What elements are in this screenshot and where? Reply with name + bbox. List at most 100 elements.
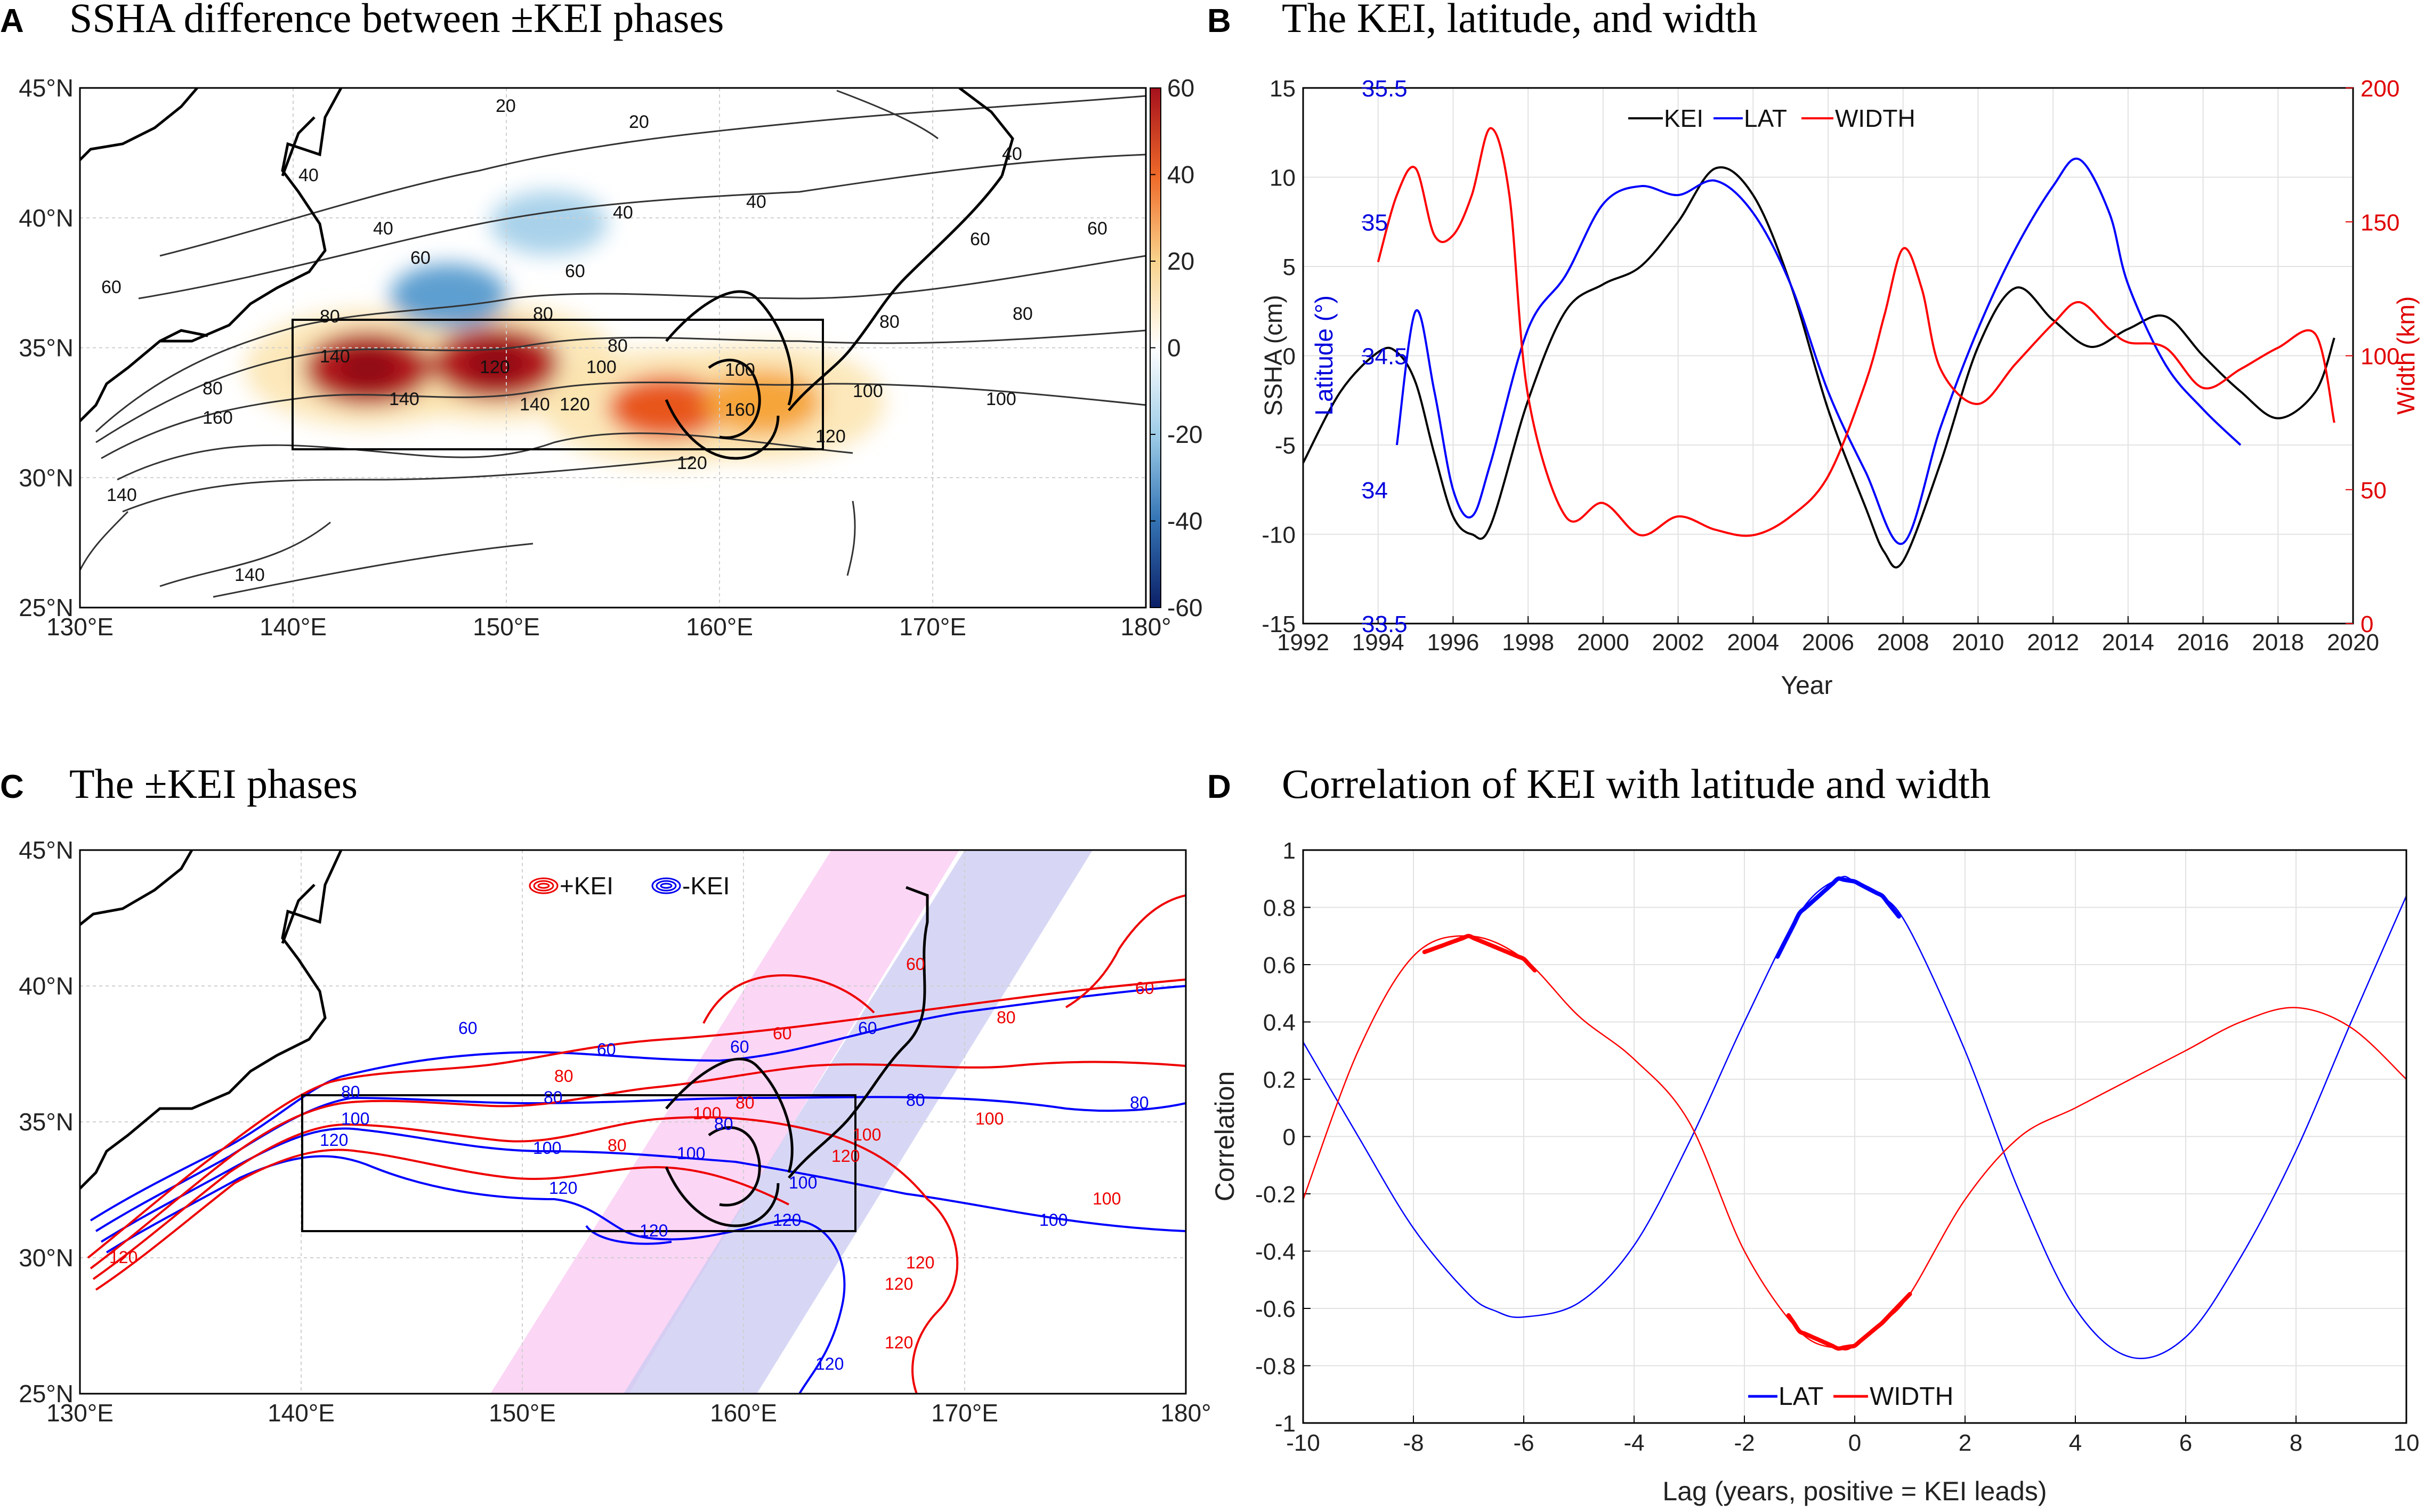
panel-b-ylabel-right: Width (km) xyxy=(2392,296,2420,415)
panel-c-frame xyxy=(79,849,1187,1395)
x-tick-label: 2018 xyxy=(2252,629,2304,656)
x-tick-label: 1996 xyxy=(1427,629,1479,656)
significant-segment-lat xyxy=(1775,876,1901,959)
contour-label: 60 xyxy=(565,261,585,281)
panel-a-study-box xyxy=(292,319,824,450)
colorbar-tick-label: 60 xyxy=(1167,74,1194,102)
panel-c-study-box xyxy=(301,1094,856,1232)
y-tick-label: 40°N xyxy=(19,972,74,1000)
contour-label: 100 xyxy=(853,381,883,401)
colorbar-tick-label: -40 xyxy=(1167,507,1202,535)
x-tick-label: -4 xyxy=(1623,1430,1644,1456)
significant-segment-width xyxy=(1786,1292,1912,1351)
positive-kei-contour-labels: 60 60 60 80 80 80 80 100 100 100 100 120… xyxy=(109,955,1154,1352)
contour-label: 60 xyxy=(410,248,431,268)
x-tick-label: 1992 xyxy=(1277,629,1329,656)
contour-label: 100 xyxy=(853,1125,881,1144)
contour-label: 80 xyxy=(997,1008,1016,1027)
contour-label: 140 xyxy=(320,346,350,367)
negative-kei-legend-icon xyxy=(651,877,681,894)
anomaly-blob xyxy=(490,191,608,255)
y-tick-label: -5 xyxy=(1275,433,1296,459)
panel-letter-c: C xyxy=(0,769,24,805)
x-tick-label: 2000 xyxy=(1577,629,1629,656)
panel-b-legend: KEI LAT WIDTH xyxy=(1628,104,1915,132)
colorbar-tick-label: 40 xyxy=(1167,161,1194,189)
contour-label: 100 xyxy=(789,1173,817,1192)
contour-label: 120 xyxy=(109,1248,138,1267)
y-tick-label: -1 xyxy=(1275,1411,1296,1437)
panel-a-ssh-contours xyxy=(80,90,1146,598)
contour-label: 20 xyxy=(496,96,516,116)
contour-label: 120 xyxy=(549,1178,577,1198)
y-tick-label: -10 xyxy=(1262,522,1296,548)
x-tick-label: 160°E xyxy=(710,1399,777,1427)
panel-a-plot-area: 20 20 40 40 40 40 40 60 60 60 60 60 80 8… xyxy=(80,88,1146,608)
right-tick-label: 50 xyxy=(2361,478,2387,504)
x-tick-label: 180° xyxy=(1160,1399,1211,1427)
x-tick-label: 4 xyxy=(2069,1430,2082,1456)
x-tick-label: -2 xyxy=(1734,1430,1755,1456)
contour-label: 60 xyxy=(597,1040,616,1059)
y-tick-label: -0.2 xyxy=(1255,1182,1296,1208)
contour-label: 120 xyxy=(773,1210,801,1230)
contour-label: 100 xyxy=(975,1109,1004,1128)
contour-label: 80 xyxy=(608,1136,627,1155)
series-line-lat xyxy=(1395,157,2242,545)
panel-a-title: SSHA difference between ±KEI phases xyxy=(69,0,724,41)
x-tick-label: 180° xyxy=(1120,613,1171,641)
y-tick-label: 30°N xyxy=(19,464,74,491)
contour-label: 100 xyxy=(725,360,755,380)
contour-label: 140 xyxy=(235,565,265,585)
contour-label: 140 xyxy=(107,485,137,505)
contour-label: 80 xyxy=(320,306,340,327)
panel-d-series xyxy=(1303,876,2406,1360)
positive-kei-contours xyxy=(87,894,1186,1394)
legend-label-lat: LAT xyxy=(1779,1382,1823,1411)
panel-a-gridlines xyxy=(80,88,1146,608)
negative-kei-contour-labels: 60 60 60 60 80 80 80 80 80 100 100 100 1… xyxy=(320,1018,1149,1373)
anomaly-core xyxy=(466,343,525,384)
right-tick-label: 0 xyxy=(2361,611,2373,637)
contour-label: 60 xyxy=(101,277,122,297)
contour-label: 80 xyxy=(608,336,628,356)
x-tick-label: 2006 xyxy=(1802,629,1854,656)
contour-label: 100 xyxy=(586,357,617,377)
colorbar-tick-label: -20 xyxy=(1167,421,1202,448)
y-tick-label: 15 xyxy=(1270,76,1296,102)
y-tick-label: 25°N xyxy=(19,594,74,621)
colorbar-tick-label: -60 xyxy=(1167,594,1202,621)
x-tick-label: 150°E xyxy=(489,1399,556,1427)
right-tick-label: 100 xyxy=(2361,344,2399,370)
y-tick-label: 25°N xyxy=(19,1380,74,1408)
contour-label: 120 xyxy=(480,357,510,377)
panel-b-title: The KEI, latitude, and width xyxy=(1282,0,1757,41)
panel-b-ylabel-lat: Latitude (°) xyxy=(1310,295,1338,416)
contour-label: 80 xyxy=(906,1090,925,1110)
x-tick-label: 1998 xyxy=(1502,629,1554,656)
x-tick-label: 0 xyxy=(1848,1430,1861,1456)
x-tick-label: 140°E xyxy=(260,613,327,641)
y-tick-label: -15 xyxy=(1262,611,1296,637)
contour-label: 60 xyxy=(906,955,925,974)
y-tick-label: 5 xyxy=(1283,254,1296,280)
x-tick-label: -10 xyxy=(1286,1430,1320,1456)
panel-a: 20 20 40 40 40 40 40 60 60 60 60 60 80 8… xyxy=(19,74,1202,641)
contour-label: 120 xyxy=(815,1354,844,1373)
panel-a-frame xyxy=(79,87,1147,609)
y-tick-label: -0.6 xyxy=(1255,1296,1296,1322)
series-line-width xyxy=(1377,127,2335,537)
contour-label: 100 xyxy=(1039,1210,1068,1230)
panel-d-legend: LAT WIDTH xyxy=(1748,1382,1953,1411)
y-tick-label: 0 xyxy=(1283,1125,1296,1151)
contour-label: 120 xyxy=(640,1221,668,1240)
x-tick-label: -8 xyxy=(1403,1430,1424,1456)
contour-label: 60 xyxy=(970,229,990,249)
panel-d-x-axis: -10 -8 -6 -4 -2 0 2 4 6 8 10 xyxy=(1286,1430,2419,1456)
lat-tick-label: 35.5 xyxy=(1362,76,1408,102)
y-tick-label: 45°N xyxy=(19,836,74,864)
y-tick-label: 35°N xyxy=(19,334,74,362)
panel-a-contour-labels: 20 20 40 40 40 40 40 60 60 60 60 60 80 8… xyxy=(101,96,1108,585)
x-tick-label: 2020 xyxy=(2327,629,2379,656)
x-tick-label: 2004 xyxy=(1727,629,1779,656)
